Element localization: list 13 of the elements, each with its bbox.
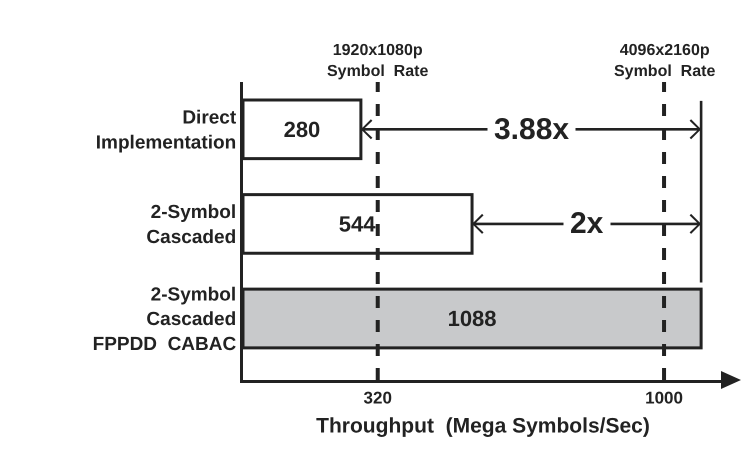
annotation: 2x <box>570 207 604 240</box>
annotation: 3.88x <box>494 113 570 146</box>
x-axis-title: Throughput (Mega Symbols/Sec) <box>316 414 650 438</box>
data-label: 1088 <box>448 306 497 332</box>
x-tick-label: 320 <box>364 388 392 408</box>
y-tick-label: 2-Symbol Cascaded FPPDD CABAC <box>92 284 236 355</box>
ref-line-label: 4096x2160p Symbol Rate <box>614 42 716 80</box>
data-label: 544 <box>338 211 376 236</box>
ref-line-label: 1920x1080p Symbol Rate <box>327 42 428 80</box>
data-label: 280 <box>284 116 320 142</box>
y-tick-label: Direct Implementation <box>96 108 237 154</box>
y-tick-label: 2-Symbol Cascaded <box>146 202 236 248</box>
x-tick-label: 1000 <box>645 388 683 408</box>
